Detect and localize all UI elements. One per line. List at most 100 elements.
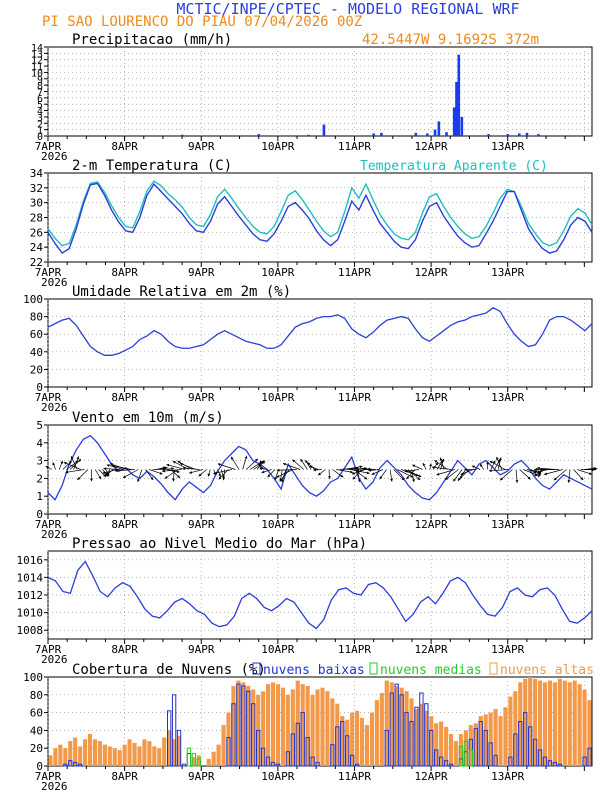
- cloud-mid-bar: [458, 745, 464, 767]
- wind-vector-head: [537, 474, 541, 478]
- wind-vector-head: [198, 473, 202, 477]
- cloud-high-bar: [137, 746, 142, 766]
- x-tick-label: 11APR: [338, 518, 371, 531]
- wind-vector-head: [111, 464, 115, 468]
- wind-vector-head: [259, 460, 263, 464]
- x-tick-label: 11APR: [338, 266, 371, 279]
- cloud-high-bar: [493, 709, 498, 766]
- x-axis-year: 2026: [41, 276, 68, 289]
- wind-vector-head: [406, 476, 410, 480]
- precip-bar: [257, 134, 261, 136]
- precip-bar: [380, 132, 383, 136]
- cloud-high-bar: [78, 746, 83, 766]
- y-tick-label: 20: [30, 742, 43, 755]
- wind-vector-head: [283, 462, 286, 466]
- x-tick-label: 8APR: [111, 266, 138, 279]
- cloud-high-bar: [102, 744, 107, 766]
- cloud-high-bar: [547, 680, 553, 766]
- wind-vector-head: [580, 477, 584, 481]
- wind-vector: [407, 469, 421, 481]
- wind-speed-line: [47, 434, 593, 501]
- y-tick-label: 1010: [17, 607, 44, 620]
- x-tick-label: 11APR: [338, 391, 371, 404]
- wind-vector-head: [189, 471, 193, 474]
- x-tick-label: 7APR: [35, 643, 62, 656]
- wind-vector-head: [366, 471, 370, 475]
- y-tick-label: 100: [23, 293, 43, 306]
- panel-title: Vento em 10m (m/s): [72, 410, 224, 426]
- wind-vector-head: [434, 460, 438, 463]
- wind-vector-head: [362, 467, 366, 471]
- cloud-high-bar: [127, 739, 132, 766]
- wind-vector-head: [207, 473, 211, 477]
- cloud-high-bar: [444, 726, 449, 766]
- cloud-low-bar: [448, 763, 454, 767]
- wind-vector-head: [292, 459, 296, 463]
- wind-vector-head: [45, 466, 49, 469]
- wind-vector-head: [496, 456, 499, 460]
- cloud-low-bar: [508, 756, 513, 767]
- cloud-high-bar: [290, 689, 295, 766]
- cloud-high-bar: [379, 693, 384, 766]
- cloud-high-bar: [483, 714, 488, 766]
- y-tick-label: 2: [36, 472, 43, 485]
- wind-vector-head: [305, 460, 308, 464]
- wind-vector-head: [418, 474, 422, 478]
- precip-bar: [460, 116, 464, 136]
- wind-vector-head: [492, 460, 496, 464]
- wind-vector-head: [460, 472, 464, 476]
- cloud-low-bar: [246, 690, 251, 767]
- cloud-low-bar: [330, 744, 335, 767]
- x-tick-label: 8APR: [111, 518, 138, 531]
- wind-vector-head: [70, 456, 74, 460]
- wind-vector-head: [279, 478, 283, 482]
- legend-label: nuvens baixas: [263, 663, 365, 678]
- cloud-high-bar: [275, 684, 281, 766]
- x-tick-label: 10APR: [261, 770, 294, 783]
- wind-vector-head: [371, 472, 375, 475]
- y-tick-label: 1016: [17, 554, 44, 567]
- wind-vector-head: [471, 465, 475, 469]
- precip-bar: [433, 129, 437, 136]
- panel-5: 1008 1010 1012 1014 1016 7APR 8APR 9APR 10APR 11A…: [17, 536, 593, 666]
- wind-vector: [343, 466, 363, 470]
- cloud-low-bar: [310, 756, 315, 767]
- cloud-low-bar: [438, 756, 444, 767]
- y-tick-label: 0: [36, 760, 43, 773]
- wind-vector-head: [171, 467, 175, 471]
- panel-title: Umidade Relativa em 2m (%): [72, 284, 291, 300]
- y-tick-label: 26: [30, 226, 43, 239]
- wind-vector-head: [536, 466, 540, 470]
- cloud-high-bar: [261, 691, 266, 766]
- y-tick-label: 10: [31, 68, 43, 79]
- x-tick-label: 8APR: [111, 770, 138, 783]
- cloud-low-bar: [265, 756, 271, 767]
- x-tick-label: 10APR: [261, 391, 294, 404]
- wind-vector-head: [486, 461, 490, 465]
- cloud-high-bar: [285, 694, 290, 766]
- y-tick-label: 5: [37, 100, 43, 111]
- cloud-high-bar: [350, 712, 355, 766]
- wind-vector-head: [368, 468, 372, 472]
- cloud-low-bar: [488, 742, 493, 767]
- wind-vector: [282, 463, 301, 470]
- precip-bar: [307, 134, 310, 136]
- cloud-low-bar: [518, 721, 523, 767]
- cloud-high-bar: [478, 716, 483, 766]
- cloud-high-bar: [142, 739, 147, 766]
- precip-bar: [457, 54, 461, 136]
- cloud-high-bar: [315, 689, 320, 766]
- cloud-high-bar: [355, 710, 360, 766]
- x-tick-label: 7APR: [35, 140, 62, 153]
- cloud-high-bar: [320, 687, 325, 766]
- apparent-temperature-line: [47, 180, 593, 247]
- wind-vector-head: [63, 461, 67, 465]
- panel-6: 0 20 40 60 80 100 7APR 8APR 9APR 10APR 11APR 12APR 1…: [23, 662, 594, 792]
- cloud-low-bar: [537, 749, 543, 767]
- wind-vector-head: [98, 476, 102, 480]
- coordinates-label: 42.5447W 9.1692S 372m: [362, 32, 539, 48]
- wind-vector-head: [214, 471, 218, 475]
- cloud-high-bar: [305, 685, 310, 766]
- cloud-high-bar: [73, 737, 78, 766]
